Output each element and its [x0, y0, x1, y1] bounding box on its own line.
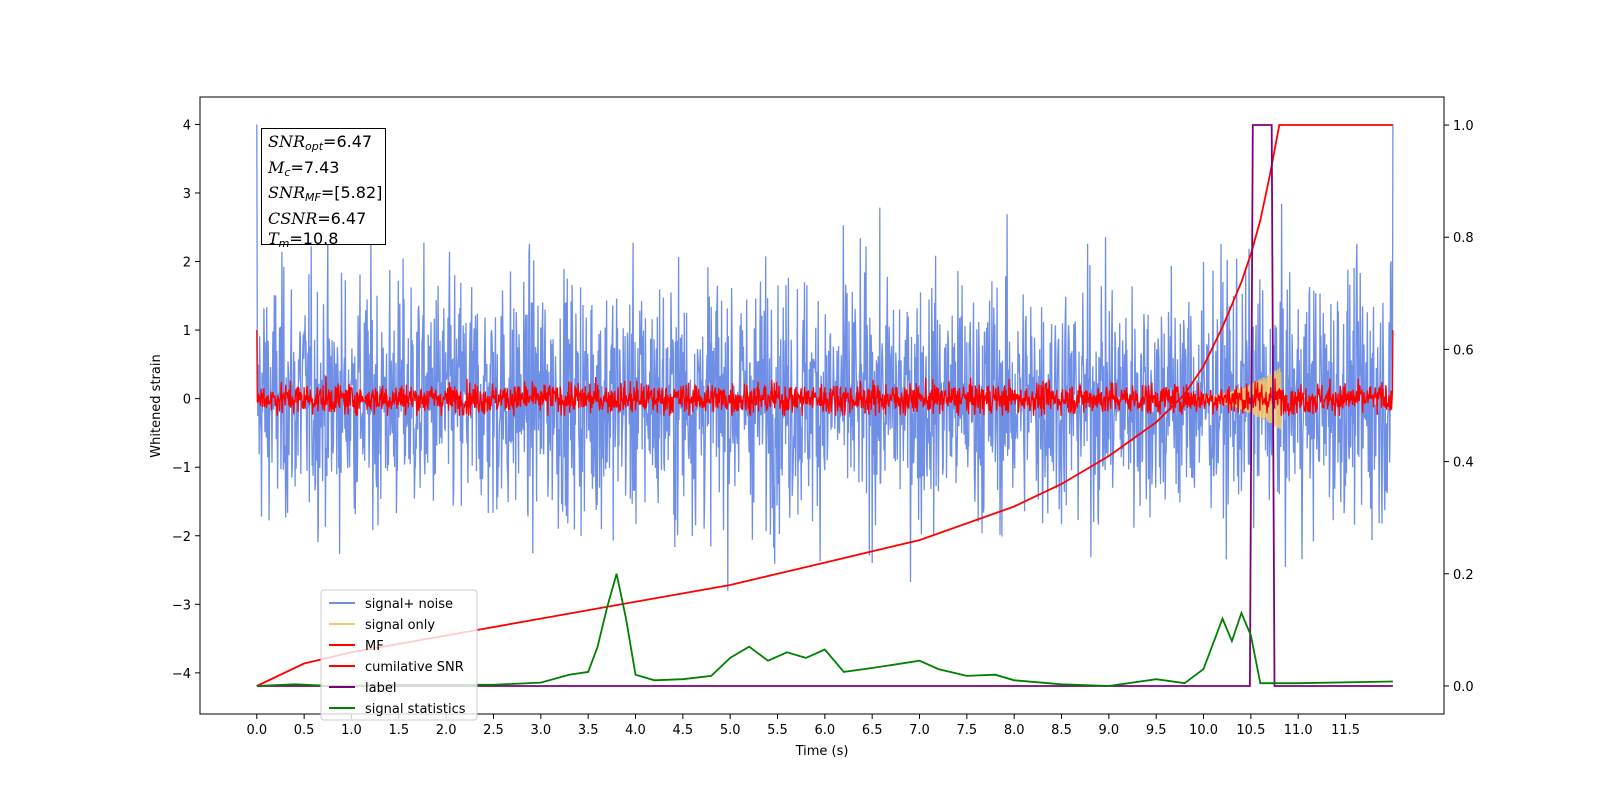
- x-tick-label: 8.5: [1051, 723, 1072, 738]
- x-axis-title: Time (s): [795, 744, 849, 759]
- legend-label: MF: [365, 639, 384, 654]
- y-tick-label: −3: [172, 598, 191, 613]
- y-tick-label: 4: [183, 118, 191, 133]
- csnr-annotation: CSNR=6.47: [268, 208, 367, 228]
- y-tick-label: 3: [183, 187, 191, 202]
- series-signal-statistics: [256, 573, 1393, 687]
- x-tick-label: 4.0: [625, 723, 646, 738]
- x-tick-label: 10.5: [1236, 723, 1265, 738]
- y2-tick-label: 1.0: [1453, 119, 1474, 134]
- x-tick-label: 9.5: [1146, 723, 1167, 738]
- y2-tick-label: 0.8: [1453, 231, 1474, 246]
- annotation-box: SNRopt=6.47 Mc=7.43 SNRMF=[5.82] CSNR=6.…: [261, 128, 386, 250]
- x-tick-label: 3.5: [578, 723, 599, 738]
- x-tick-label: 7.0: [909, 723, 930, 738]
- x-tick-label: 3.0: [530, 723, 551, 738]
- y2-tick-label: 0.0: [1453, 680, 1474, 695]
- series-cumilative-snr: [256, 124, 1393, 687]
- merger-time-annotation: Tm=10.8: [268, 229, 339, 251]
- y-tick-label: −1: [172, 461, 191, 476]
- series-mf: [256, 330, 1394, 416]
- x-tick-label: 6.5: [862, 723, 883, 738]
- x-tick-label: 5.0: [720, 723, 741, 738]
- x-tick-label: 0.0: [246, 723, 267, 738]
- chirp-mass-annotation: Mc=7.43: [268, 157, 340, 179]
- x-tick-label: 1.5: [388, 723, 409, 738]
- y-tick-label: −4: [172, 667, 191, 682]
- legend-label: signal only: [365, 618, 435, 633]
- legend-label: label: [365, 681, 396, 696]
- legend-label: cumilative SNR: [365, 660, 464, 675]
- y-axis-right: 1.0 0.8 0.6 0.4 0.2 0.0: [1444, 119, 1474, 695]
- x-tick-label: 6.0: [814, 723, 835, 738]
- y-tick-label: 0: [183, 393, 191, 408]
- legend-label: signal+ noise: [365, 597, 453, 612]
- legend-box: [320, 589, 478, 721]
- y-tick-label: −2: [172, 530, 191, 545]
- x-tick-label: 7.5: [957, 723, 978, 738]
- y-axis-left: 4 3 2 1 0 −1 −2 −3 −4: [172, 118, 200, 682]
- x-tick-label: 2.0: [436, 723, 457, 738]
- x-axis: 0.0 0.5 1.0 1.5 2.0 2.5 3.0 3.5 4.0 4.5 5.0 5.5 6.0 6…: [246, 714, 1360, 738]
- snr-opt-annotation: SNRopt=6.47: [268, 132, 373, 153]
- x-tick-label: 11.5: [1331, 723, 1360, 738]
- x-tick-label: 9.0: [1099, 723, 1120, 738]
- y2-tick-label: 0.6: [1453, 343, 1474, 358]
- x-tick-label: 8.0: [1004, 723, 1025, 738]
- y-tick-label: 1: [183, 324, 191, 339]
- x-tick-label: 5.5: [767, 723, 788, 738]
- x-tick-label: 1.0: [341, 723, 362, 738]
- x-tick-label: 4.5: [672, 723, 693, 738]
- y2-tick-label: 0.4: [1453, 456, 1474, 471]
- snr-mf-annotation: SNRMF=[5.82]: [268, 183, 383, 205]
- series-signal-noise: [256, 124, 1394, 591]
- y-axis-title: Whitened strain: [149, 354, 164, 457]
- y-tick-label: 2: [183, 256, 191, 271]
- plot-area: [256, 124, 1394, 687]
- x-tick-label: 0.5: [294, 723, 315, 738]
- x-tick-label: 10.0: [1189, 723, 1218, 738]
- x-tick-label: 11.0: [1284, 723, 1313, 738]
- legend-label: signal statistics: [365, 702, 466, 717]
- x-tick-label: 2.5: [483, 723, 504, 738]
- legend: signal+ noise signal only MF cumilative SNR…: [320, 589, 478, 721]
- y2-tick-label: 0.2: [1453, 568, 1474, 583]
- axes-frame: [199, 96, 1445, 715]
